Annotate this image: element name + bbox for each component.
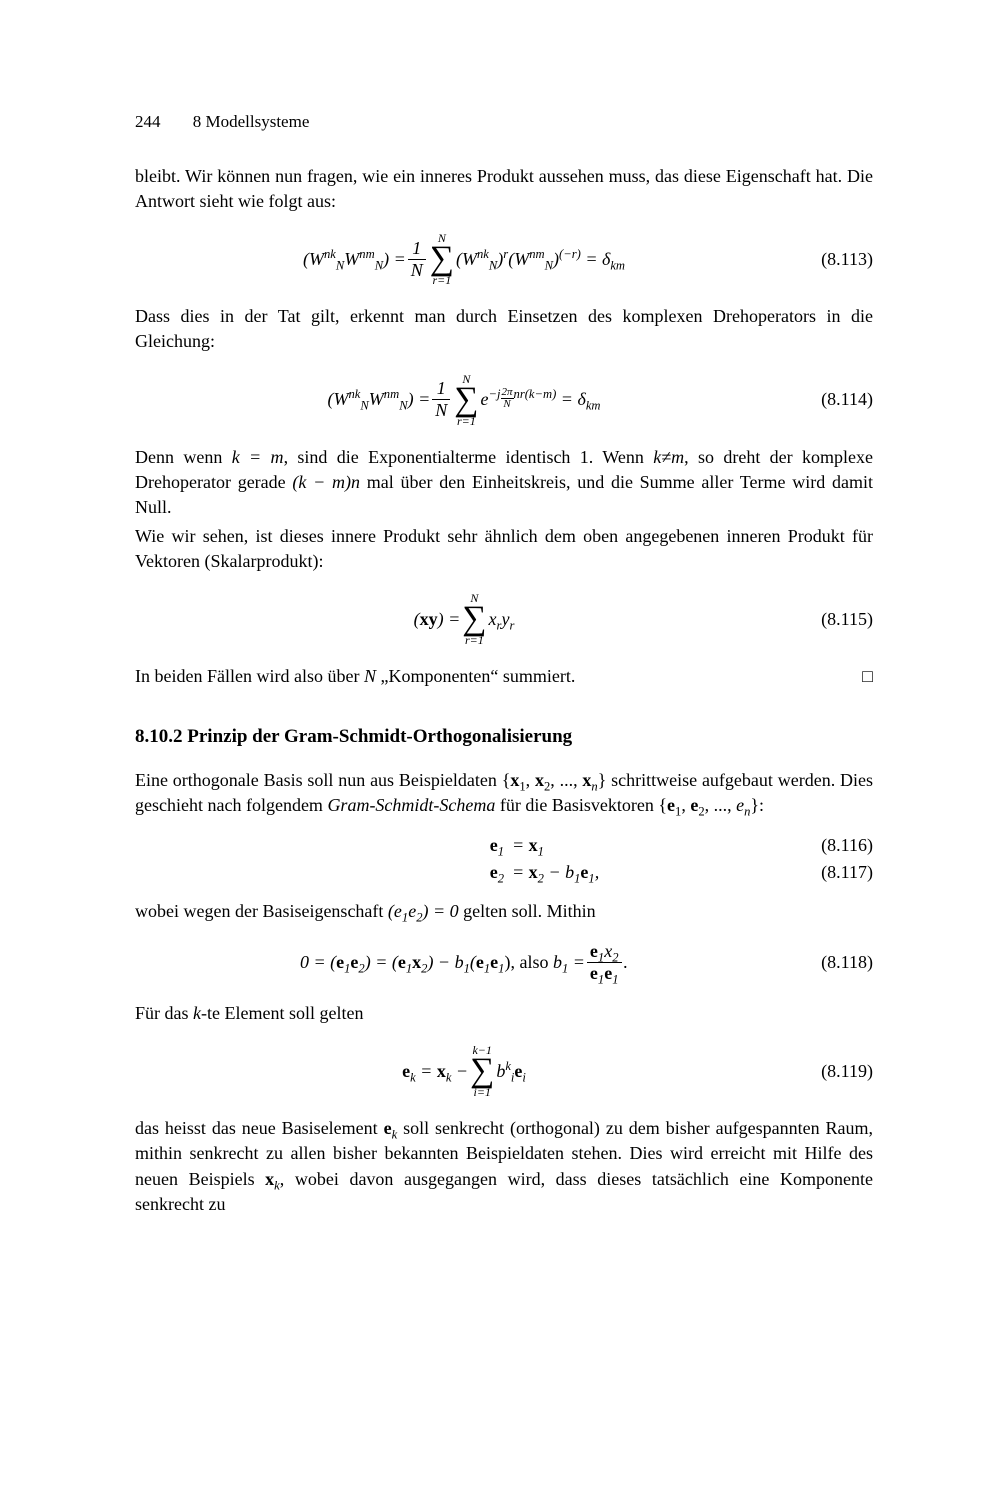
chapter-label: 8 Modellsysteme <box>193 112 310 131</box>
fraction: 1 N <box>432 379 450 420</box>
fraction: 1 N <box>408 239 426 280</box>
eq-body: ek = xk − k−1 ∑ i=1 bkiei <box>135 1044 793 1098</box>
equation-8-118: 0 = (e1e2) = (e1x2) − b1(e1e1), also b1 … <box>135 942 873 983</box>
qed-icon: □ <box>862 664 873 689</box>
eq-body: 0 = (e1e2) = (e1x2) − b1(e1e1), also b1 … <box>135 942 793 983</box>
page: 244 8 Modellsysteme bleibt. Wir können n… <box>0 0 988 1500</box>
eq-number: (8.119) <box>793 1059 873 1084</box>
para-3: Denn wenn k = m, sind die Exponentialter… <box>135 445 873 521</box>
equation-8-119: ek = xk − k−1 ∑ i=1 bkiei (8.119) <box>135 1044 873 1098</box>
eq-number: (8.118) <box>793 950 873 975</box>
equation-8-114: (WnkNWnmN) = 1 N N ∑ r=1 e−j2πNnr(k−m) =… <box>135 373 873 427</box>
eq-text: (WnkNWnmN) = <box>303 247 406 272</box>
eq-text: (xy) = <box>414 607 461 632</box>
sum-icon: N ∑ r=1 <box>462 592 486 646</box>
eq-body: (WnkNWnmN) = 1 N N ∑ r=1 e−j2πNnr(k−m) =… <box>135 373 793 427</box>
equation-8-116: e1 = x1 (8.116) <box>135 833 873 858</box>
sum-icon: N ∑ r=1 <box>454 373 478 427</box>
equation-8-113: (WnkNWnmN) = 1 N N ∑ r=1 (WnkN)r(WnmN)(−… <box>135 232 873 286</box>
para-6: Eine orthogonale Basis soll nun aus Beis… <box>135 768 873 818</box>
para-5: In beiden Fällen wird also über N „Kompo… <box>135 664 873 689</box>
eq-number: (8.116) <box>793 833 873 858</box>
para-1: bleibt. Wir können nun fragen, wie ein i… <box>135 164 873 214</box>
eq-number: (8.113) <box>793 247 873 272</box>
eq-text: e−j2πNnr(k−m) = δkm <box>481 387 601 412</box>
eq-text: ek = xk − <box>402 1059 468 1084</box>
eq-number: (8.115) <box>793 607 873 632</box>
para-9: das heisst das neue Basiselement ek soll… <box>135 1116 873 1217</box>
section-heading: 8.10.2 Prinzip der Gram-Schmidt-Orthogon… <box>135 724 873 751</box>
eq-text: bkiei <box>496 1059 526 1084</box>
page-number: 244 <box>135 112 161 131</box>
equation-8-115: (xy) = N ∑ r=1 xryr (8.115) <box>135 592 873 646</box>
para-7: wobei wegen der Basiseigenschaft (e1e2) … <box>135 899 873 924</box>
page-header: 244 8 Modellsysteme <box>135 110 873 134</box>
para-2: Dass dies in der Tat gilt, erkennt man d… <box>135 304 873 354</box>
sum-icon: N ∑ r=1 <box>430 232 454 286</box>
equation-8-117: e2 = x2 − b1e1, (8.117) <box>135 860 873 885</box>
sum-icon: k−1 ∑ i=1 <box>470 1044 494 1098</box>
eq-text: 0 = (e1e2) = (e1x2) − b1(e1e1), also b1 … <box>300 950 585 975</box>
equation-pair: e1 = x1 (8.116) e2 = x2 − b1e1, (8.117) <box>135 833 873 885</box>
eq-body: (WnkNWnmN) = 1 N N ∑ r=1 (WnkN)r(WnmN)(−… <box>135 232 793 286</box>
eq-text: xryr <box>489 607 515 632</box>
eq-number: (8.114) <box>793 387 873 412</box>
para-8: Für das k-te Element soll gelten <box>135 1001 873 1026</box>
eq-text: (WnkNWnmN) = <box>327 387 430 412</box>
eq-number: (8.117) <box>793 860 873 885</box>
para-4: Wie wir sehen, ist dieses innere Produkt… <box>135 524 873 574</box>
eq-text: (WnkN)r(WnmN)(−r) = δkm <box>456 247 625 272</box>
fraction: e1x2 e1e1 <box>587 942 622 983</box>
eq-body: (xy) = N ∑ r=1 xryr <box>135 592 793 646</box>
